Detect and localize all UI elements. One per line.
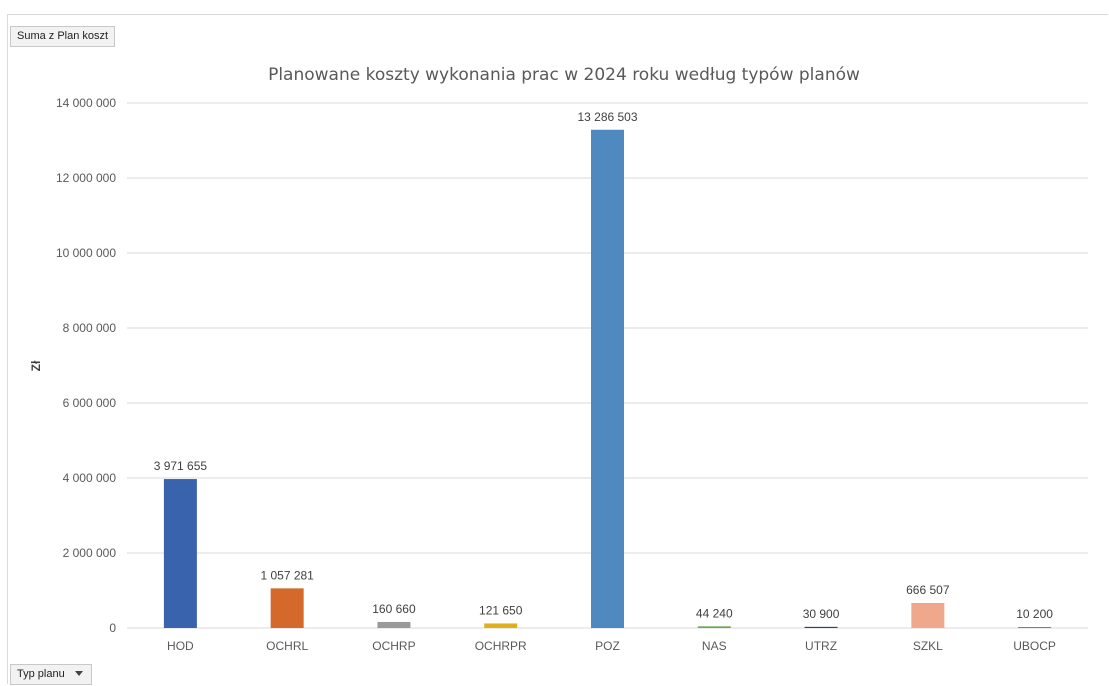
category-labels: HOD OCHRL OCHRP OCHRPR POZ NAS UTRZ SZKL UBOCP — [167, 639, 1056, 653]
category-label: NAS — [702, 639, 727, 653]
bar-hod[interactable] — [163, 479, 197, 628]
y-tick-label: 2 000 000 — [63, 546, 117, 560]
bar-ubocp[interactable] — [1018, 627, 1052, 628]
y-axis-ticks: 0 2 000 000 4 000 000 6 000 000 8 000 000 10 … — [56, 96, 116, 635]
bar-ochrl[interactable] — [270, 588, 304, 628]
category-label: OCHRPR — [475, 639, 527, 653]
data-label: 10 200 — [1016, 607, 1053, 621]
y-tick-label: 8 000 000 — [63, 321, 117, 335]
data-label: 3 971 655 — [154, 459, 208, 473]
data-label: 30 900 — [803, 607, 840, 621]
category-label: OCHRP — [372, 639, 415, 653]
bar-ochrp[interactable] — [377, 621, 411, 628]
category-label: SZKL — [913, 639, 943, 653]
data-label: 13 286 503 — [577, 110, 637, 124]
category-label: UBOCP — [1013, 639, 1056, 653]
bar-szkl[interactable] — [911, 603, 945, 628]
data-label: 1 057 281 — [260, 568, 314, 582]
values-field-button[interactable]: Suma z Plan koszt — [10, 26, 116, 47]
y-tick-label: 4 000 000 — [63, 471, 117, 485]
category-label: POZ — [595, 639, 620, 653]
chart-area — [7, 14, 1108, 684]
y-axis-label: Zł — [29, 360, 43, 371]
data-label: 44 240 — [696, 606, 733, 620]
bar-utrz[interactable] — [804, 626, 838, 628]
data-label: 160 660 — [372, 602, 416, 616]
bar-ochrpr[interactable] — [484, 623, 518, 628]
data-labels: 3 971 655 1 057 281 160 660 121 650 13 286 5… — [154, 110, 1054, 621]
data-label: 121 650 — [479, 603, 523, 617]
category-label: HOD — [167, 639, 194, 653]
bar-nas[interactable] — [697, 626, 731, 628]
axis-field-button[interactable]: Typ planu — [10, 664, 92, 685]
dropdown-arrow-icon[interactable] — [74, 670, 83, 676]
bars — [163, 129, 1052, 628]
data-label: 666 507 — [906, 583, 950, 597]
values-field-label: Suma z Plan koszt — [17, 30, 109, 42]
y-tick-label: 6 000 000 — [63, 396, 117, 410]
category-label: OCHRL — [266, 639, 308, 653]
category-label: UTRZ — [805, 639, 837, 653]
y-tick-label: 0 — [109, 621, 116, 635]
bar-poz[interactable] — [591, 129, 624, 628]
axis-field-label: Typ planu — [17, 668, 65, 680]
y-tick-label: 12 000 000 — [56, 171, 116, 185]
y-tick-label: 10 000 000 — [56, 246, 116, 260]
y-tick-label: 14 000 000 — [56, 96, 116, 110]
chart-title: Planowane koszty wykonania prac w 2024 r… — [268, 65, 860, 85]
